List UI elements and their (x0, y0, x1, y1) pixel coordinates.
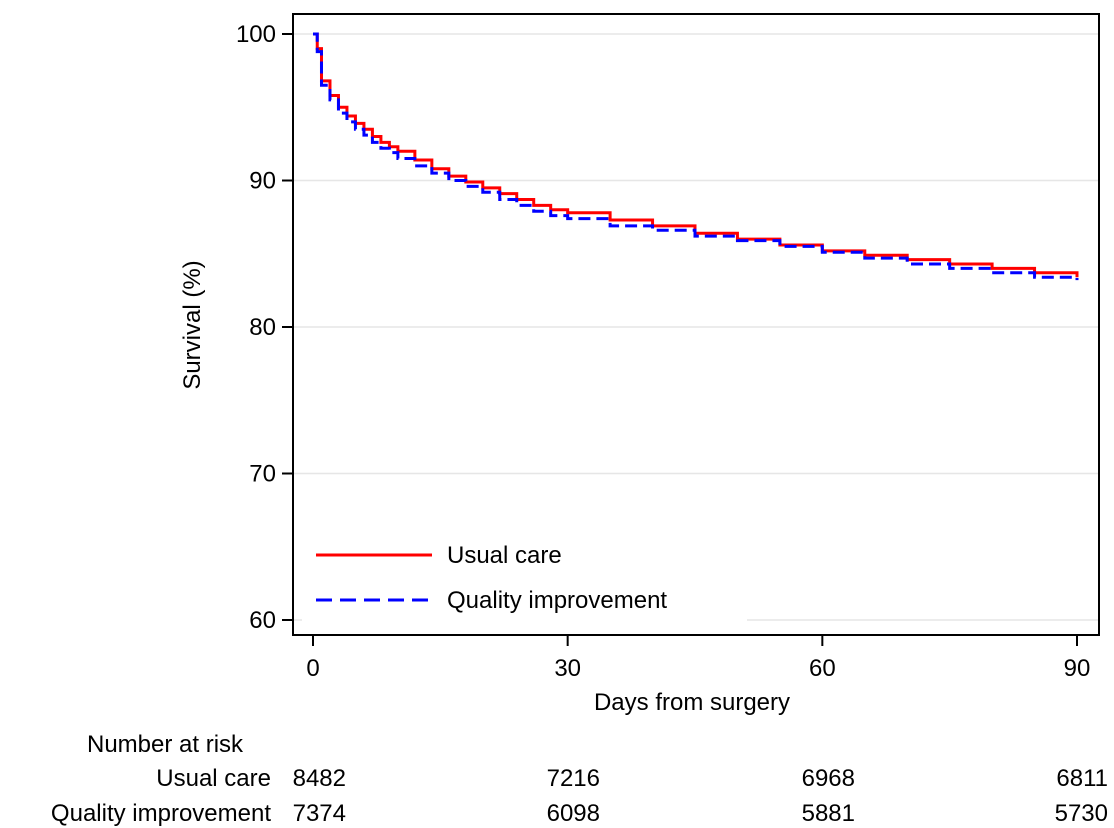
x-axis-title: Days from surgery (594, 689, 790, 716)
x-tick-label-30: 30 (554, 655, 581, 682)
y-tick-label-70: 70 (249, 461, 276, 488)
y-tick-label-80: 80 (249, 314, 276, 341)
risk-value-0-3: 6811 (1056, 765, 1108, 792)
risk-table-title: Number at risk (87, 731, 244, 758)
risk-value-1-3: 5730 (1055, 800, 1108, 827)
legend-label-1: Quality improvement (447, 587, 667, 614)
y-tick-label-100: 100 (236, 21, 276, 48)
risk-value-0-0: 8482 (293, 765, 346, 792)
risk-table: Number at risk Usual care 8482 7216 6968 681… (51, 731, 1108, 827)
series-lines (313, 32, 1079, 281)
series-line-usual-care (313, 32, 1079, 278)
plot-area (293, 14, 1099, 635)
x-tick-label-90: 90 (1064, 655, 1091, 682)
risk-row-label-0: Usual care (156, 765, 271, 792)
risk-value-1-1: 6098 (547, 800, 600, 827)
x-tick-label-0: 0 (306, 655, 319, 682)
legend: Usual care Quality improvement (302, 535, 747, 630)
y-tick-label-90: 90 (249, 168, 276, 195)
risk-value-0-2: 6968 (802, 765, 855, 792)
risk-value-1-2: 5881 (802, 800, 855, 827)
x-tick-label-60: 60 (809, 655, 836, 682)
series-line-quality-improvement (313, 32, 1079, 281)
risk-value-0-1: 7216 (547, 765, 600, 792)
x-axis: 0 30 60 90 (306, 635, 1090, 682)
legend-box (302, 535, 747, 630)
y-axis-title: Survival (%) (179, 260, 206, 389)
plot-frame (292, 13, 1100, 636)
risk-row-label-1: Quality improvement (51, 800, 271, 827)
legend-label-0: Usual care (447, 542, 562, 569)
y-tick-label-60: 60 (249, 607, 276, 634)
risk-value-1-0: 7374 (293, 800, 346, 827)
y-axis: 60 70 80 90 100 (236, 21, 293, 634)
